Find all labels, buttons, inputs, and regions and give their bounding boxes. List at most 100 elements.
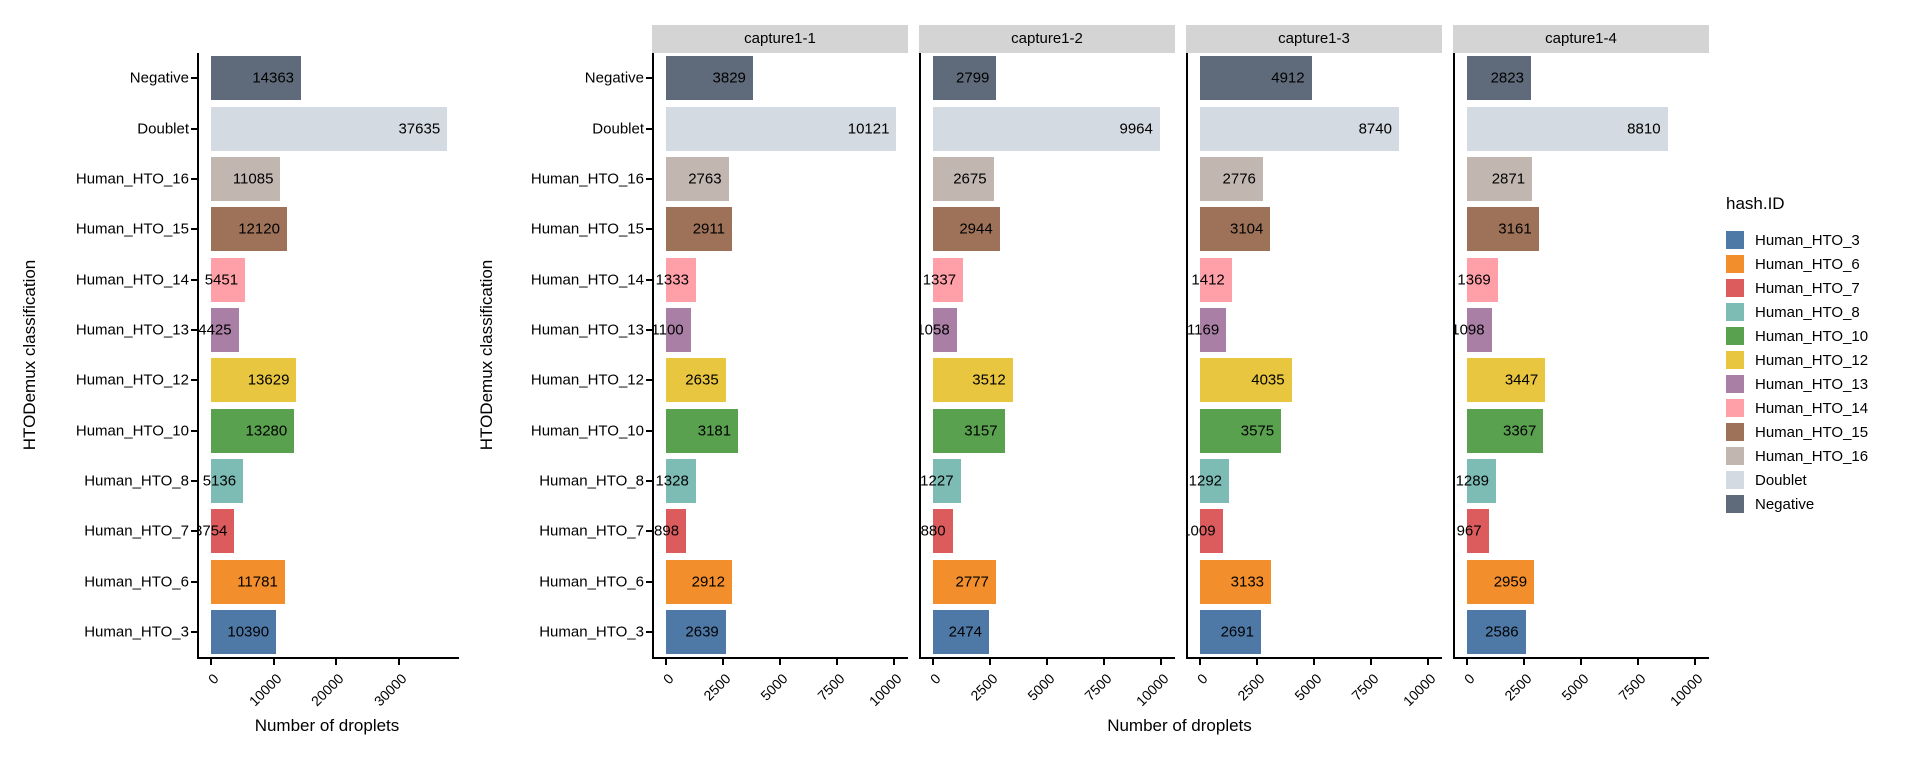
x-tick [209, 659, 212, 665]
category-label: Human_HTO_10 [75, 422, 189, 439]
x-tick [1579, 659, 1582, 665]
bar-Human_HTO_8 [210, 458, 244, 503]
bar-value-label: 1009 [1188, 522, 1216, 540]
bar-Human_HTO_13 [1466, 307, 1492, 352]
legend-label: Doublet [1755, 471, 1807, 489]
bar-value-label: 2959 [1493, 573, 1528, 590]
bar-Human_HTO_10 [210, 408, 295, 453]
bar-Human_HTO_3 [665, 609, 726, 654]
bar-Human_HTO_14 [665, 257, 696, 302]
bar-value-label: 8810 [1627, 120, 1661, 137]
bar-Human_HTO_16 [1199, 156, 1263, 201]
legend-swatch [1726, 495, 1744, 513]
category-label: Human_HTO_15 [530, 220, 644, 238]
bar-Human_HTO_15 [932, 207, 1000, 252]
bar-value-label: 1333 [655, 271, 689, 288]
bar-Human_HTO_14 [1199, 257, 1232, 302]
legend-label: Human_HTO_15 [1755, 423, 1869, 441]
x-tick [1198, 659, 1201, 665]
bar-value-label: 2639 [685, 623, 719, 641]
bar-Human_HTO_15 [1199, 207, 1271, 252]
bar-Human_HTO_3 [210, 609, 277, 654]
plot-panel-overall: 14363 37635 11085 12120 5451 4425 13629 13280 51… [197, 53, 459, 659]
bar-Human_HTO_13 [210, 307, 239, 352]
bar-value-label: 3181 [697, 422, 732, 439]
legend-entry-Human_HTO_13: Human_HTO_13 [1722, 372, 1868, 396]
facet-strip: capture1-3 [1186, 25, 1442, 53]
bar-Human_HTO_10 [932, 408, 1005, 453]
bar-value-label: 3575 [1240, 422, 1275, 439]
category-tick [646, 530, 652, 533]
bar-Human_HTO_15 [210, 207, 287, 252]
y-axis-title-overall: HTODemux classification [20, 259, 39, 451]
x-tick [335, 659, 338, 665]
category-tick [646, 580, 652, 583]
bar-value-label: 3512 [972, 371, 1006, 389]
bar-value-label: 1058 [919, 321, 950, 339]
legend-swatch [1726, 279, 1744, 297]
bar-value-label: 5136 [202, 472, 237, 490]
legend-label: Human_HTO_13 [1755, 375, 1869, 393]
bar-Human_HTO_15 [665, 207, 732, 252]
bar-value-label: 1100 [652, 321, 684, 339]
bar-value-label: 967 [1456, 522, 1482, 540]
legend-entry-Human_HTO_14: Human_HTO_14 [1722, 396, 1868, 420]
bar-Human_HTO_12 [1199, 358, 1292, 403]
bar-Human_HTO_13 [1199, 307, 1227, 352]
bar-Doublet [665, 106, 897, 151]
bar-Human_HTO_12 [1466, 358, 1546, 403]
category-label: Human_HTO_7 [539, 522, 644, 540]
bar-value-label: 11781 [237, 573, 278, 590]
legend-label: Human_HTO_6 [1755, 255, 1860, 273]
x-tick [988, 659, 991, 665]
bar-Human_HTO_8 [665, 458, 696, 503]
bar-Human_HTO_7 [210, 509, 235, 554]
bar-value-label: 1328 [655, 472, 689, 490]
category-tick [191, 530, 197, 533]
category-tick [191, 429, 197, 432]
legend-swatch [1726, 231, 1744, 249]
bar-Negative [210, 56, 302, 101]
bar-Human_HTO_8 [1466, 458, 1496, 503]
category-tick [646, 630, 652, 633]
x-tick [1255, 659, 1258, 665]
category-label: Human_HTO_12 [530, 371, 644, 389]
bar-Human_HTO_6 [665, 559, 732, 604]
legend-label: Human_HTO_14 [1755, 399, 1869, 417]
bar-Human_HTO_7 [1199, 509, 1223, 554]
bar-value-label: 3104 [1230, 220, 1264, 238]
bar-value-label: 2691 [1220, 623, 1254, 641]
bar-value-label: 13280 [245, 422, 288, 439]
legend: hash.ID Human_HTO_3 Human_HTO_6 Human_HTO_… [1722, 194, 1868, 516]
legend-entry-Negative: Negative [1722, 492, 1868, 516]
category-label: Human_HTO_6 [84, 573, 189, 590]
bar-Human_HTO_12 [932, 358, 1013, 403]
x-tick [778, 659, 781, 665]
bar-value-label: 1098 [1453, 321, 1485, 339]
bar-value-label: 3157 [964, 422, 998, 439]
category-label: Human_HTO_16 [530, 170, 644, 188]
x-tick [664, 659, 667, 665]
legend-swatch [1726, 351, 1744, 369]
bar-Human_HTO_16 [210, 156, 281, 201]
legend-entry-Human_HTO_3: Human_HTO_3 [1722, 228, 1868, 252]
legend-label: Human_HTO_7 [1755, 279, 1860, 297]
category-tick [191, 479, 197, 482]
bar-value-label: 2944 [959, 220, 993, 238]
bar-value-label: 1289 [1455, 472, 1489, 490]
bar-Human_HTO_7 [665, 509, 687, 554]
category-tick [191, 379, 197, 382]
legend-entries: Human_HTO_3 Human_HTO_6 Human_HTO_7 Human_H… [1722, 228, 1868, 516]
legend-label: Human_HTO_3 [1755, 231, 1860, 249]
plot-panel-capture1-4: 2823 8810 2871 3161 1369 1098 3447 3367 1289 967 2… [1453, 53, 1709, 659]
bar-value-label: 4912 [1271, 69, 1305, 87]
legend-label: Human_HTO_8 [1755, 303, 1860, 321]
bar-Human_HTO_6 [932, 559, 996, 604]
bar-value-label: 1169 [1186, 321, 1220, 339]
bar-Human_HTO_8 [1199, 458, 1229, 503]
x-tick [398, 659, 401, 665]
legend-swatch [1726, 327, 1744, 345]
bar-value-label: 898 [654, 522, 680, 540]
category-label: Human_HTO_10 [530, 422, 644, 439]
